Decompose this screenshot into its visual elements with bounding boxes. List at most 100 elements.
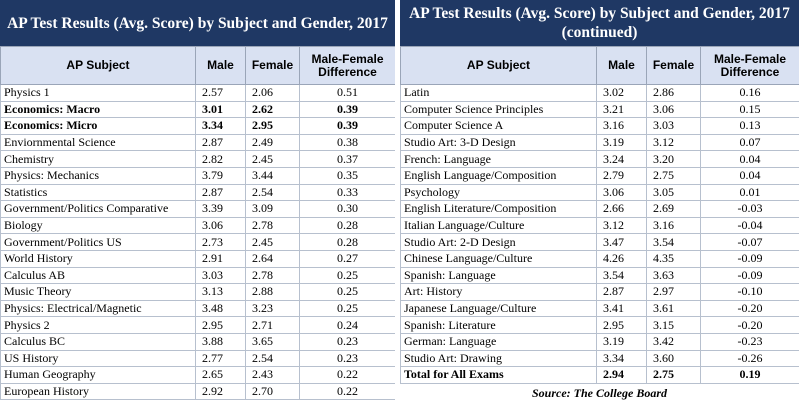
subject-cell: Psychology (400, 183, 597, 202)
male-score-cell: 2.87 (195, 183, 246, 202)
difference-cell: -0.04 (700, 216, 799, 235)
subject-cell: Calculus AB (0, 266, 196, 285)
subject-cell: Economics: Macro (0, 100, 196, 119)
male-score-cell: 3.01 (195, 100, 246, 119)
difference-cell: -0.09 (700, 249, 799, 268)
female-score-cell: 2.71 (245, 316, 300, 334)
subject-cell: English Literature/Composition (400, 200, 597, 218)
female-score-cell: 2.49 (245, 133, 300, 152)
header-subject: AP Subject (0, 46, 196, 85)
subject-cell: Japanese Language/Culture (400, 299, 597, 318)
male-score-cell: 2.65 (195, 366, 246, 384)
table-row: Enviornmental Science 2.87 2.49 0.38 (0, 133, 396, 152)
header-difference: Male-Female Difference (299, 46, 396, 85)
female-score-cell: 3.44 (245, 166, 300, 185)
left-table-panel: AP Test Results (Avg. Score) by Subject … (0, 0, 396, 401)
table-row: English Language/Composition 2.79 2.75 0.04 (400, 166, 799, 185)
table-row: Latin 3.02 2.86 0.16 (400, 84, 799, 102)
subject-cell: Biology (0, 216, 196, 235)
header-difference: Male-Female Difference (700, 46, 799, 85)
subject-cell: Statistics (0, 183, 196, 202)
male-score-cell: 3.19 (596, 133, 647, 152)
female-score-cell: 2.78 (245, 216, 300, 235)
left-header-row: AP Subject Male Female Male-Female Diffe… (0, 46, 396, 85)
difference-cell: 0.01 (700, 183, 799, 202)
difference-cell: 0.25 (299, 266, 396, 285)
right-header-row: AP Subject Male Female Male-Female Diffe… (400, 46, 799, 85)
female-score-cell: 2.06 (245, 84, 300, 102)
table-row: Studio Art: 2-D Design 3.47 3.54 -0.07 (400, 233, 799, 251)
difference-cell: 0.28 (299, 216, 396, 235)
table-row: US History 2.77 2.54 0.23 (0, 349, 396, 368)
female-score-cell: 2.43 (245, 366, 300, 384)
difference-cell: -0.10 (700, 283, 799, 301)
female-score-cell: 3.12 (646, 133, 701, 152)
male-score-cell: 2.94 (596, 366, 647, 384)
male-score-cell: 3.06 (596, 183, 647, 202)
male-score-cell: 2.87 (596, 283, 647, 301)
difference-cell: 0.15 (700, 100, 799, 119)
difference-cell: -0.07 (700, 233, 799, 251)
difference-cell: 0.23 (299, 332, 396, 351)
subject-cell: Italian Language/Culture (400, 216, 597, 235)
difference-cell: -0.20 (700, 299, 799, 318)
difference-cell: 0.33 (299, 183, 396, 202)
table-row: Economics: Micro 3.34 2.95 0.39 (0, 117, 396, 135)
table-row: Art: History 2.87 2.97 -0.10 (400, 283, 799, 301)
male-score-cell: 3.79 (195, 166, 246, 185)
female-score-cell: 2.64 (245, 249, 300, 268)
difference-cell: 0.51 (299, 84, 396, 102)
subject-cell: Physics 2 (0, 316, 196, 334)
subject-cell: Physics: Electrical/Magnetic (0, 299, 196, 318)
subject-cell: Chemistry (0, 150, 196, 168)
difference-cell: 0.23 (299, 349, 396, 368)
subject-cell: Chinese Language/Culture (400, 249, 597, 268)
header-female: Female (646, 46, 701, 85)
female-score-cell: 3.05 (646, 183, 701, 202)
female-score-cell: 3.61 (646, 299, 701, 318)
difference-cell: 0.24 (299, 316, 396, 334)
male-score-cell: 2.66 (596, 200, 647, 218)
difference-cell: 0.16 (700, 84, 799, 102)
table-row: Computer Science A 3.16 3.03 0.13 (400, 117, 799, 135)
header-female: Female (245, 46, 300, 85)
female-score-cell: 2.45 (245, 233, 300, 251)
difference-cell: -0.26 (700, 349, 799, 368)
subject-cell: European History (0, 382, 196, 401)
difference-cell: -0.09 (700, 266, 799, 285)
subject-cell: World History (0, 249, 196, 268)
table-row: Physics: Electrical/Magnetic 3.48 3.23 0.25 (0, 299, 396, 318)
subject-cell: Spanish: Language (400, 266, 597, 285)
table-row: Government/Politics Comparative 3.39 3.09 0… (0, 200, 396, 218)
header-male: Male (195, 46, 246, 85)
subject-cell: Studio Art: 2-D Design (400, 233, 597, 251)
female-score-cell: 2.88 (245, 283, 300, 301)
female-score-cell: 2.95 (245, 117, 300, 135)
table-row: Italian Language/Culture 3.12 3.16 -0.04 (400, 216, 799, 235)
difference-cell: 0.35 (299, 166, 396, 185)
male-score-cell: 2.95 (195, 316, 246, 334)
male-score-cell: 3.47 (596, 233, 647, 251)
table-row: French: Language 3.24 3.20 0.04 (400, 150, 799, 168)
table-row: Chemistry 2.82 2.45 0.37 (0, 150, 396, 168)
female-score-cell: 3.20 (646, 150, 701, 168)
subject-cell: Music Theory (0, 283, 196, 301)
difference-cell: 0.25 (299, 283, 396, 301)
subject-cell: Physics: Mechanics (0, 166, 196, 185)
male-score-cell: 2.77 (195, 349, 246, 368)
difference-cell: 0.30 (299, 200, 396, 218)
male-score-cell: 2.95 (596, 316, 647, 334)
subject-cell: Economics: Micro (0, 117, 196, 135)
table-row: Statistics 2.87 2.54 0.33 (0, 183, 396, 202)
female-score-cell: 3.16 (646, 216, 701, 235)
header-subject: AP Subject (400, 46, 597, 85)
male-score-cell: 3.02 (596, 84, 647, 102)
table-row: Spanish: Language 3.54 3.63 -0.09 (400, 266, 799, 285)
difference-cell: 0.39 (299, 100, 396, 119)
right-table-panel: AP Test Results (Avg. Score) by Subject … (400, 0, 799, 384)
male-score-cell: 3.34 (195, 117, 246, 135)
subject-cell: Human Geography (0, 366, 196, 384)
female-score-cell: 2.78 (245, 266, 300, 285)
male-score-cell: 2.57 (195, 84, 246, 102)
subject-cell: Government/Politics Comparative (0, 200, 196, 218)
